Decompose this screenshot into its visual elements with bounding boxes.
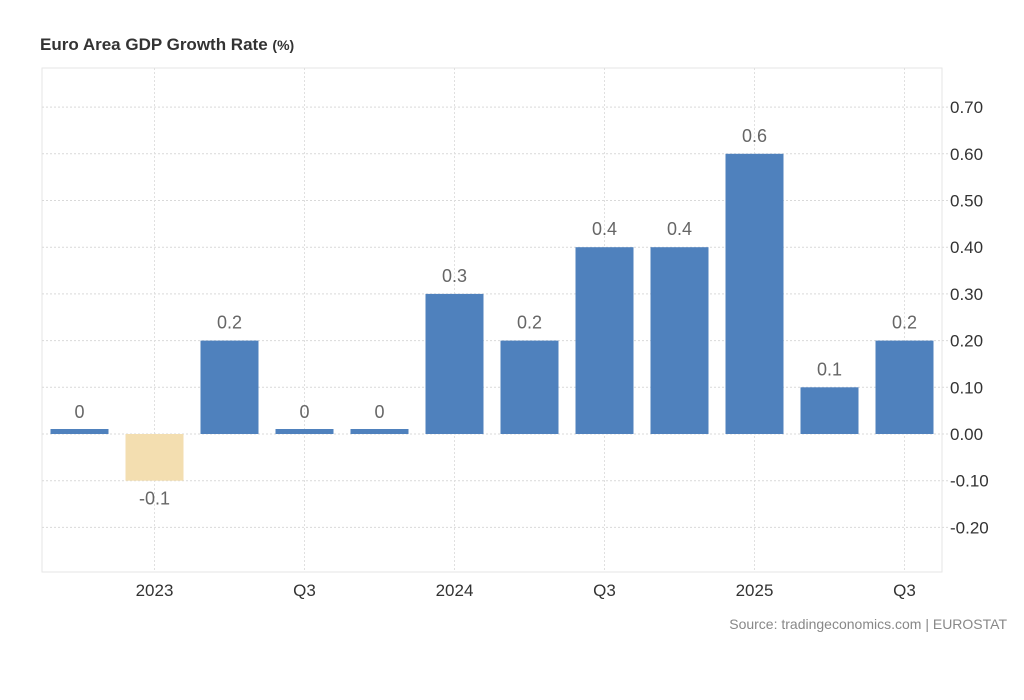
plot-frame	[41, 67, 943, 573]
y-tick-label: 0.70	[950, 98, 983, 117]
bar	[800, 387, 859, 434]
chart-title-text: Euro Area GDP Growth Rate	[40, 35, 268, 54]
bar	[500, 340, 559, 434]
bar	[425, 293, 484, 434]
bar	[875, 340, 934, 434]
bar	[725, 153, 784, 435]
y-tick-label: 0.20	[950, 332, 983, 351]
data-label: -0.1	[139, 489, 170, 509]
y-tick-label: 0.50	[950, 192, 983, 211]
data-label: 0.4	[592, 219, 617, 239]
y-tick-label: 0.40	[950, 238, 983, 257]
data-label: 0	[74, 402, 84, 422]
bar	[350, 429, 409, 434]
data-label: 0.1	[817, 359, 842, 379]
y-tick-label: -0.20	[950, 518, 989, 537]
y-tick-label: 0.00	[950, 425, 983, 444]
source-note: Source: tradingeconomics.com | EUROSTAT	[729, 616, 1007, 632]
x-tick-label: 2025	[736, 581, 774, 600]
y-tick-label: 0.10	[950, 378, 983, 397]
bar	[200, 340, 259, 434]
y-tick-label: -0.10	[950, 472, 989, 491]
bar	[575, 247, 634, 434]
data-label: 0.6	[742, 126, 767, 146]
data-label: 0.2	[517, 313, 542, 333]
y-tick-label: 0.60	[950, 145, 983, 164]
bar	[275, 429, 334, 434]
data-label: 0.4	[667, 219, 692, 239]
x-tick-label: Q3	[293, 581, 316, 600]
chart-title-unit: (%)	[272, 37, 295, 53]
bar	[650, 247, 709, 434]
x-tick-label: 2023	[136, 581, 174, 600]
x-tick-label: Q3	[893, 581, 916, 600]
x-tick-label: Q3	[593, 581, 616, 600]
y-tick-label: 0.30	[950, 285, 983, 304]
x-tick-label: 2024	[436, 581, 474, 600]
bar	[50, 429, 109, 434]
data-label: 0	[299, 402, 309, 422]
data-label: 0.2	[217, 313, 242, 333]
chart-title: Euro Area GDP Growth Rate (%)	[40, 35, 294, 55]
bar	[125, 434, 184, 481]
data-label: 0.2	[892, 313, 917, 333]
data-label: 0.3	[442, 266, 467, 286]
data-label: 0	[374, 402, 384, 422]
